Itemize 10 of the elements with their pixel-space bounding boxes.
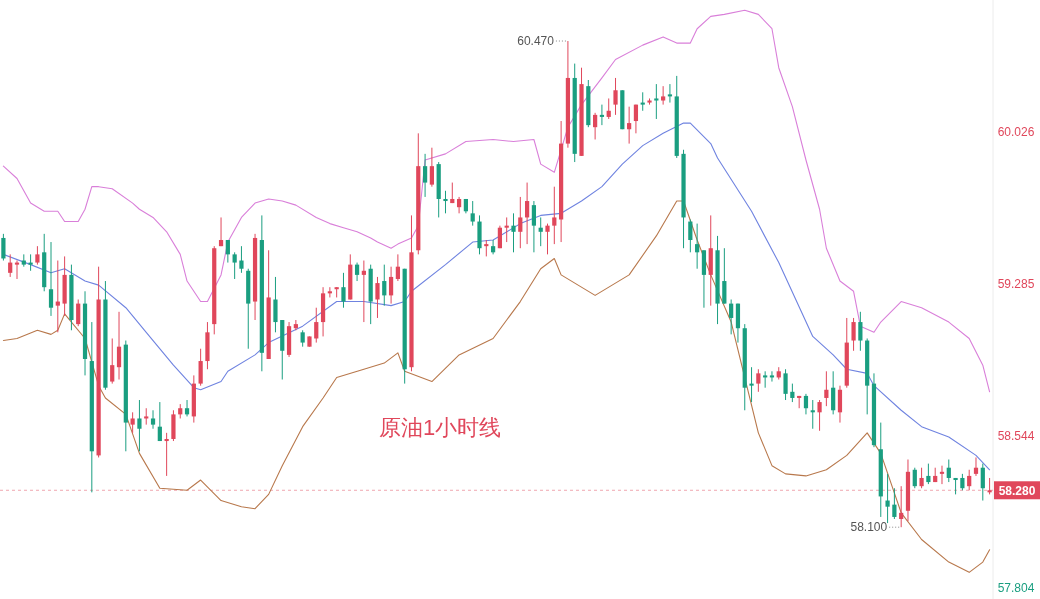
y-tick-label: 59.285 <box>997 277 1035 292</box>
line-series <box>2 9 991 393</box>
y-tick-label: 57.804 <box>997 580 1035 595</box>
line-series <box>2 200 991 573</box>
ref-line-label: 58.280 <box>998 483 1036 498</box>
annotation: 原油1小时线 <box>378 415 502 440</box>
y-tick-label: 60.026 <box>997 125 1035 140</box>
y-tick-label: 58.544 <box>997 429 1035 444</box>
annotation: 60.470 <box>517 34 555 49</box>
annotation: 58.100 <box>850 520 888 535</box>
